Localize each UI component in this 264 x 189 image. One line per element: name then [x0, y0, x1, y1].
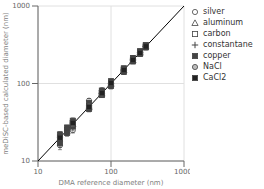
html-text:constantane: constantane: [203, 40, 253, 49]
html-text:carbon: carbon: [203, 29, 231, 38]
html-text:aluminum: aluminum: [203, 18, 244, 27]
svg-text:100: 100: [17, 80, 30, 88]
html-text:CaCl2: CaCl2: [203, 73, 227, 82]
svg-text:1000: 1000: [12, 2, 30, 10]
svg-text:1000: 1000: [174, 168, 190, 176]
svg-text:10: 10: [21, 157, 30, 165]
svg-text:meDiSC-based calculated diamet: meDiSC-based calculated diameter (nm): [8, 12, 10, 155]
svg-text:10: 10: [34, 168, 43, 176]
svg-text:100: 100: [104, 168, 117, 176]
svg-text:DMA reference diameter (nm): DMA reference diameter (nm): [59, 179, 164, 187]
html-text:silver: silver: [203, 7, 225, 16]
html-text:copper: copper: [203, 51, 231, 60]
html-text:NaCl: NaCl: [203, 62, 222, 71]
